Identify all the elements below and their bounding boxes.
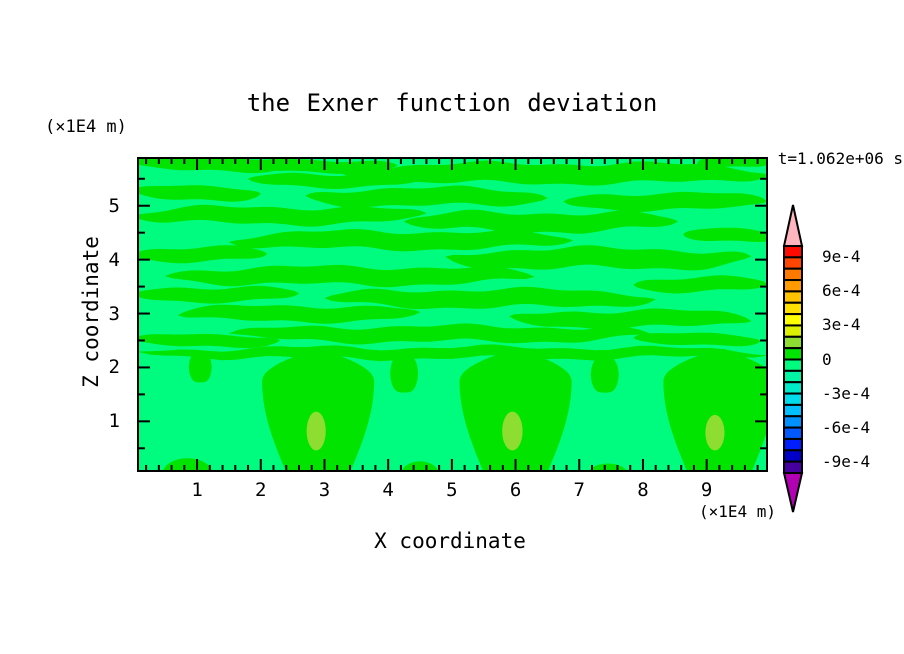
colorbar-segment xyxy=(783,335,803,350)
field-band xyxy=(390,354,419,393)
colorbar xyxy=(782,204,804,513)
bottom-mound xyxy=(162,458,213,472)
field-band xyxy=(445,245,752,271)
y-tick-label: 1 xyxy=(108,410,120,433)
colorbar-segment xyxy=(783,301,803,316)
colorbar-segment xyxy=(783,267,803,282)
axis-frame xyxy=(137,157,768,472)
colorbar-label: 3e-4 xyxy=(822,315,861,335)
contour-plot-area xyxy=(137,157,768,472)
y-tick-label: 2 xyxy=(108,356,120,379)
x-tick-label: 4 xyxy=(382,479,394,501)
z-axis-title: Z coordinate xyxy=(79,236,103,388)
field-band xyxy=(633,332,761,347)
field-band xyxy=(633,275,768,294)
x-tick-label: 5 xyxy=(446,479,458,501)
colorbar-label: -3e-4 xyxy=(822,383,871,403)
chart-title: the Exner function deviation xyxy=(246,89,658,117)
field-band xyxy=(305,185,548,208)
x-axis-unit-label: (×1E4 m) xyxy=(698,502,776,521)
plume xyxy=(262,349,375,472)
field-band xyxy=(137,245,268,264)
time-label: t=1.062e+06 s xyxy=(777,149,903,168)
x-tick-label: 9 xyxy=(700,479,713,501)
y-tick-label: 4 xyxy=(108,248,120,271)
colorbar-segment xyxy=(783,381,803,395)
colorbar-segment xyxy=(783,347,803,361)
field-band xyxy=(137,185,261,202)
field-band xyxy=(137,333,280,349)
plume-core xyxy=(306,411,326,451)
field-band xyxy=(563,191,768,213)
field-band xyxy=(137,204,427,227)
field-band xyxy=(404,209,678,234)
colorbar-segment xyxy=(783,369,803,384)
colorbar-segment xyxy=(783,415,803,429)
z-axis-unit-label: (×1E4 m) xyxy=(45,117,127,137)
plume-core xyxy=(705,414,725,451)
field-band xyxy=(248,172,420,189)
colorbar-bottom-cap xyxy=(782,472,804,513)
colorbar-segment xyxy=(783,426,803,440)
field-band xyxy=(178,304,420,324)
y-tick-label: 3 xyxy=(108,302,120,325)
colorbar-segment xyxy=(783,392,803,406)
colorbar-segment xyxy=(783,324,803,338)
x-tick-label: 8 xyxy=(637,479,649,501)
axis-ticks xyxy=(139,159,766,470)
colorbar-segment xyxy=(783,403,803,418)
x-tick-label: 1 xyxy=(191,479,203,501)
colorbar-segment xyxy=(783,358,803,372)
colorbar-label: 9e-4 xyxy=(822,247,861,267)
field-band xyxy=(590,357,619,393)
x-tick-label: 7 xyxy=(573,479,585,501)
colorbar-segment xyxy=(783,256,803,270)
x-tick-label: 6 xyxy=(509,479,522,501)
colorbar-segment xyxy=(783,279,803,293)
y-tick-label: 5 xyxy=(108,194,120,217)
colorbar-label: -6e-4 xyxy=(822,417,871,437)
colorbar-segment xyxy=(783,313,803,327)
colorbar-segment xyxy=(783,437,803,452)
field-band xyxy=(337,160,768,186)
field-band xyxy=(165,264,535,288)
colorbar-top-cap xyxy=(782,204,804,247)
x-tick-label: 2 xyxy=(255,479,267,501)
field-band xyxy=(188,352,212,383)
field-band xyxy=(324,286,656,309)
plume xyxy=(459,349,572,472)
bottom-mound xyxy=(401,461,439,472)
field-band xyxy=(683,227,768,242)
plume xyxy=(663,349,768,472)
x-tick-label: 3 xyxy=(318,479,331,501)
field-band xyxy=(509,308,752,330)
x-axis-title: X coordinate xyxy=(374,529,526,553)
colorbar-label: -9e-4 xyxy=(822,451,871,471)
field-band xyxy=(137,285,299,304)
colorbar-segment xyxy=(783,449,803,463)
colorbar-segment xyxy=(783,460,803,474)
colorbar-segment xyxy=(783,245,803,259)
colorbar-segment xyxy=(783,290,803,304)
field-band xyxy=(228,323,650,345)
field-band xyxy=(228,229,573,252)
plume-core xyxy=(502,411,523,451)
colorbar-label: 0 xyxy=(822,349,832,369)
colorbar-label: 6e-4 xyxy=(822,281,861,301)
